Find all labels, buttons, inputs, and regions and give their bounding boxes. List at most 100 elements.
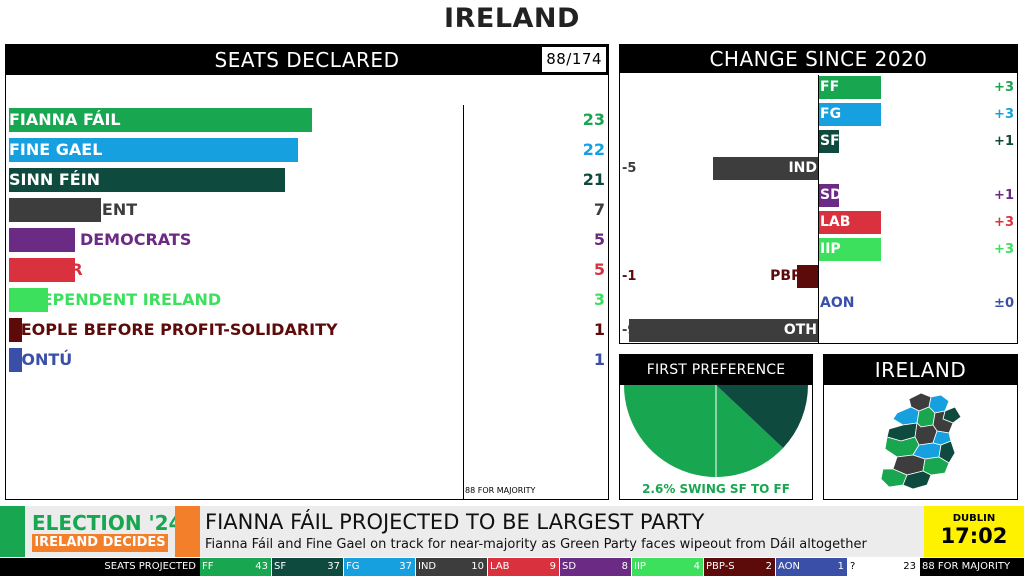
- swing-heading: FIRST PREFERENCE SWING: [620, 355, 812, 408]
- change-bar-label: FG: [820, 106, 842, 122]
- ticker-item: FF 43: [200, 558, 271, 576]
- seats-bar-list: FIANNA FÁIL 23 FINE GAEL 22 SINN FÉIN 21 INDEP…: [6, 45, 608, 499]
- change-bar: [818, 184, 839, 207]
- ticker-item-seats: 1: [837, 561, 844, 572]
- seat-bar: [9, 168, 286, 192]
- ticker-item-abbr: IIP: [634, 561, 646, 572]
- seat-bar: [9, 318, 23, 342]
- seat-bar-value: 1: [593, 320, 605, 339]
- seat-bar-value: 5: [593, 230, 605, 249]
- ticker-item-abbr: FG: [346, 561, 360, 572]
- ticker-item-abbr: AON: [778, 561, 801, 572]
- seats-projected-ticker: SEATS PROJECTED FF 43 SF 37 FG 37 IND 10 LAB 9 SD 8 I…: [0, 558, 1024, 576]
- ticker-item-seats: 8: [621, 561, 628, 572]
- swing-caption: 2.6% SWING SF TO FF: [642, 482, 790, 496]
- seat-bar: [9, 288, 49, 312]
- ticker-item-abbr: FF: [202, 561, 214, 572]
- majority-line: [463, 105, 464, 499]
- seat-bar-value: 23: [582, 110, 605, 129]
- ireland-map-panel: IRELAND: [823, 354, 1018, 500]
- change-value: -9: [622, 323, 637, 338]
- seat-bar-label: INDEPENDENT: [9, 200, 138, 219]
- change-bar-label: IND: [788, 160, 817, 176]
- seat-bar-label: AONTÚ: [9, 350, 73, 369]
- banner-green-stripe: [0, 506, 25, 557]
- seat-bar: [9, 258, 75, 282]
- change-bar: [818, 238, 881, 261]
- change-since-heading: CHANGE SINCE 2020: [620, 45, 1017, 73]
- seat-bar-label: FIANNA FÁIL: [9, 110, 121, 129]
- change-value: +1: [994, 134, 1014, 149]
- ticker-item: PBP-S 2: [704, 558, 775, 576]
- ticker-majority-label: 88 FOR MAJORITY: [920, 558, 1024, 576]
- seats-declared-panel: SEATS DECLARED 88/174 FIANNA FÁIL 23 FINE …: [5, 44, 609, 500]
- ticker-item: IND 10: [416, 558, 487, 576]
- swing-dial-ff-segment: [624, 385, 784, 477]
- change-bar: [629, 319, 818, 342]
- seat-bar: [9, 138, 299, 162]
- seat-bar-value: 5: [593, 260, 605, 279]
- ticker-item-abbr: IND: [418, 561, 437, 572]
- banner-orange-stripe: [175, 506, 200, 557]
- seats-declared-heading: SEATS DECLARED 88/174: [6, 45, 608, 75]
- change-bar-label: IIP: [820, 241, 841, 257]
- swing-dial-sf-segment: [716, 385, 808, 448]
- change-bar: [818, 103, 881, 126]
- change-value: +3: [994, 80, 1014, 95]
- ticker-item-abbr: ?: [850, 561, 856, 572]
- map-heading: IRELAND: [824, 355, 1017, 385]
- change-value: +1: [994, 188, 1014, 203]
- ticker-item-abbr: PBP-S: [706, 561, 735, 572]
- change-bar-label: OTH: [783, 322, 817, 338]
- ticker-item-seats: 37: [327, 561, 340, 572]
- change-bar-list: FF +3 FG +3 SF +1 IND -5 SD +1 LAB +3 IIP +3 PBP-S -1 AO…: [620, 45, 1017, 343]
- change-since-panel: CHANGE SINCE 2020 FF +3 FG +3 SF +1 IND -5 SD +1 L…: [619, 44, 1018, 344]
- ticker-item-seats: 43: [255, 561, 268, 572]
- seat-bar-value: 22: [582, 140, 605, 159]
- change-bar-label: LAB: [820, 214, 851, 230]
- change-bar-label: FF: [820, 79, 840, 95]
- ticker-label: SEATS PROJECTED: [0, 558, 200, 576]
- change-bar-label: PBP-S: [770, 268, 817, 284]
- seat-bar: [9, 228, 75, 252]
- ticker-item: IIP 4: [632, 558, 703, 576]
- change-bar-label: SD: [820, 187, 842, 203]
- seat-bar-label: SINN FÉIN: [9, 170, 101, 189]
- change-bar: [797, 265, 818, 288]
- seat-bar: [9, 108, 312, 132]
- change-value: ±0: [994, 296, 1014, 311]
- ticker-item: SD 8: [560, 558, 631, 576]
- seat-bar-label: LABOUR: [9, 260, 83, 279]
- clock-box: DUBLIN 17:02: [924, 506, 1024, 557]
- subheadline: Fianna Fáil and Fine Gael on track for n…: [205, 537, 867, 552]
- ireland-constituency-map: [880, 392, 962, 490]
- ticker-item-seats: 2: [765, 561, 772, 572]
- majority-label: 88 FOR MAJORITY: [465, 486, 536, 495]
- ticker-item-abbr: LAB: [490, 561, 510, 572]
- change-bar-label: AON: [820, 295, 855, 311]
- seat-bar-label: FINE GAEL: [9, 140, 103, 159]
- ticker-item-seats: 10: [471, 561, 484, 572]
- map-region-cork: [902, 470, 932, 490]
- change-value: +3: [994, 215, 1014, 230]
- change-bar: [818, 76, 881, 99]
- first-preference-swing-panel: FIRST PREFERENCE SWING 2.6% SWING SF TO …: [619, 354, 813, 500]
- seat-bar: [9, 198, 102, 222]
- change-bar-label: SF: [820, 133, 840, 149]
- seat-bar-value: 3: [593, 290, 605, 309]
- seats-declared-title: SEATS DECLARED: [214, 48, 400, 72]
- seat-bar-label: PEOPLE BEFORE PROFIT-SOLIDARITY: [9, 320, 338, 339]
- change-bar: [713, 157, 818, 180]
- change-value: +3: [994, 242, 1014, 257]
- ticker-item: AON 1: [776, 558, 847, 576]
- change-value: +3: [994, 107, 1014, 122]
- clock-location: DUBLIN: [952, 513, 996, 524]
- ticker-item-seats: 23: [903, 561, 916, 572]
- brand-subtitle: IRELAND DECIDES: [32, 534, 168, 552]
- ticker-item-seats: 4: [693, 561, 700, 572]
- seats-declared-count: 88/174: [542, 47, 606, 72]
- change-value: -5: [622, 161, 637, 176]
- map-region-west-north: [892, 406, 920, 426]
- change-bar: [818, 130, 839, 153]
- page-title: IRELAND: [444, 3, 580, 34]
